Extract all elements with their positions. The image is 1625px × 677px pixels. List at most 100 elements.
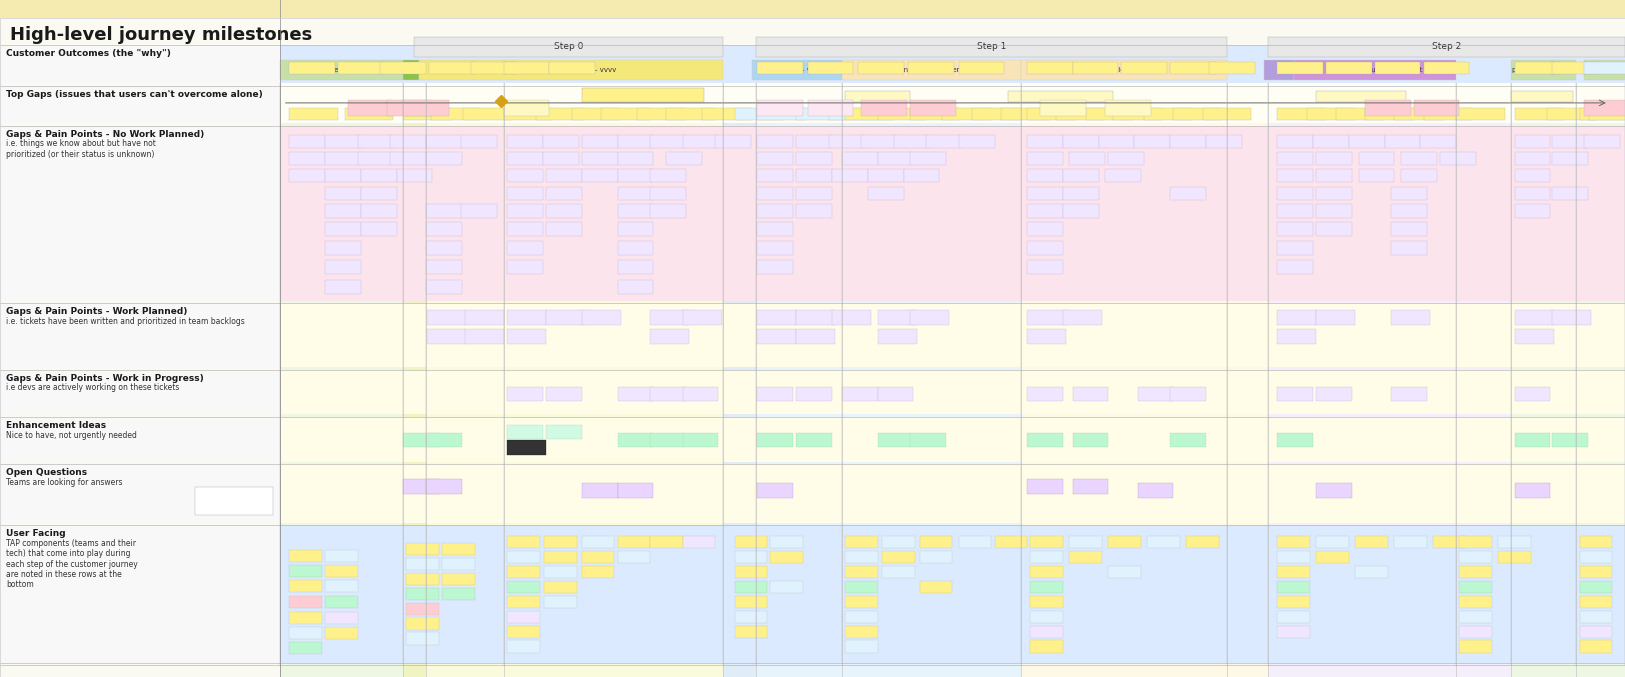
FancyBboxPatch shape [325, 169, 361, 182]
Text: greenfield - cccc per app: greenfield - cccc per app [887, 67, 975, 72]
FancyBboxPatch shape [1547, 108, 1596, 120]
FancyBboxPatch shape [582, 88, 704, 102]
FancyBboxPatch shape [734, 626, 767, 638]
FancyBboxPatch shape [1027, 260, 1063, 274]
FancyBboxPatch shape [426, 135, 461, 148]
FancyBboxPatch shape [549, 62, 595, 74]
FancyBboxPatch shape [904, 169, 939, 182]
FancyBboxPatch shape [757, 152, 793, 165]
FancyBboxPatch shape [1277, 108, 1326, 120]
FancyBboxPatch shape [1027, 187, 1063, 200]
Text: High-level journey milestones: High-level journey milestones [10, 26, 312, 44]
FancyBboxPatch shape [414, 37, 723, 57]
FancyBboxPatch shape [770, 536, 803, 548]
FancyBboxPatch shape [1514, 152, 1550, 165]
FancyBboxPatch shape [504, 108, 552, 120]
FancyBboxPatch shape [829, 135, 864, 148]
FancyBboxPatch shape [920, 551, 952, 563]
Text: platform / security: platform / security [1511, 67, 1576, 72]
Text: Top Gaps (issues that users can't overcome alone): Top Gaps (issues that users can't overco… [6, 90, 263, 99]
FancyBboxPatch shape [325, 596, 358, 608]
FancyBboxPatch shape [0, 0, 1625, 18]
FancyBboxPatch shape [796, 108, 845, 120]
Text: Gaps & Pain Points - Work in Progress): Gaps & Pain Points - Work in Progress) [6, 374, 205, 383]
FancyBboxPatch shape [1459, 551, 1492, 563]
FancyBboxPatch shape [507, 310, 546, 325]
FancyBboxPatch shape [1365, 108, 1414, 120]
FancyBboxPatch shape [1511, 91, 1573, 102]
FancyBboxPatch shape [1277, 387, 1313, 401]
FancyBboxPatch shape [1170, 387, 1206, 401]
FancyBboxPatch shape [618, 222, 653, 236]
FancyBboxPatch shape [0, 303, 280, 367]
FancyBboxPatch shape [1056, 108, 1105, 120]
FancyBboxPatch shape [1030, 536, 1063, 548]
FancyBboxPatch shape [582, 135, 618, 148]
FancyBboxPatch shape [1349, 135, 1384, 148]
FancyBboxPatch shape [361, 169, 396, 182]
FancyBboxPatch shape [1030, 640, 1063, 653]
FancyBboxPatch shape [507, 204, 543, 218]
FancyBboxPatch shape [325, 627, 358, 639]
FancyBboxPatch shape [796, 310, 835, 325]
FancyBboxPatch shape [1316, 222, 1352, 236]
FancyBboxPatch shape [1584, 60, 1625, 80]
FancyBboxPatch shape [442, 573, 474, 585]
FancyBboxPatch shape [1027, 310, 1066, 325]
FancyBboxPatch shape [582, 551, 614, 563]
FancyBboxPatch shape [403, 479, 439, 494]
FancyBboxPatch shape [280, 464, 1625, 523]
FancyBboxPatch shape [582, 536, 614, 548]
FancyBboxPatch shape [426, 222, 461, 236]
FancyBboxPatch shape [618, 483, 653, 498]
FancyBboxPatch shape [618, 260, 653, 274]
FancyBboxPatch shape [910, 152, 946, 165]
FancyBboxPatch shape [1001, 108, 1050, 120]
FancyBboxPatch shape [426, 152, 461, 165]
FancyBboxPatch shape [1063, 310, 1102, 325]
FancyBboxPatch shape [325, 204, 361, 218]
FancyBboxPatch shape [543, 135, 578, 148]
FancyBboxPatch shape [757, 310, 796, 325]
FancyBboxPatch shape [544, 581, 577, 593]
FancyBboxPatch shape [289, 642, 322, 654]
Text: Customer Outcomes (the "why"): Customer Outcomes (the "why") [6, 49, 171, 58]
FancyBboxPatch shape [1277, 596, 1310, 608]
FancyBboxPatch shape [1498, 551, 1531, 563]
FancyBboxPatch shape [845, 536, 878, 548]
FancyBboxPatch shape [1391, 387, 1427, 401]
FancyBboxPatch shape [1027, 433, 1063, 447]
FancyBboxPatch shape [715, 135, 751, 148]
FancyBboxPatch shape [429, 62, 474, 74]
FancyBboxPatch shape [1268, 83, 1456, 677]
FancyBboxPatch shape [1277, 329, 1316, 344]
FancyBboxPatch shape [1030, 596, 1063, 608]
FancyBboxPatch shape [325, 612, 358, 624]
FancyBboxPatch shape [757, 260, 793, 274]
FancyBboxPatch shape [1316, 91, 1406, 102]
FancyBboxPatch shape [1375, 62, 1420, 74]
FancyBboxPatch shape [1391, 222, 1427, 236]
Text: Gaps & Pain Points - Work Planned): Gaps & Pain Points - Work Planned) [6, 307, 188, 316]
FancyBboxPatch shape [723, 83, 756, 677]
FancyBboxPatch shape [507, 152, 543, 165]
FancyBboxPatch shape [1027, 135, 1063, 148]
FancyBboxPatch shape [507, 222, 543, 236]
FancyBboxPatch shape [796, 204, 832, 218]
FancyBboxPatch shape [348, 100, 393, 116]
FancyBboxPatch shape [1514, 204, 1550, 218]
FancyBboxPatch shape [1580, 626, 1612, 638]
FancyBboxPatch shape [1030, 551, 1063, 563]
FancyBboxPatch shape [910, 108, 959, 120]
FancyBboxPatch shape [618, 536, 650, 548]
FancyBboxPatch shape [845, 581, 878, 593]
FancyBboxPatch shape [1365, 100, 1410, 116]
FancyBboxPatch shape [325, 580, 358, 592]
FancyBboxPatch shape [419, 60, 723, 80]
FancyBboxPatch shape [878, 329, 916, 344]
FancyBboxPatch shape [1514, 62, 1560, 74]
FancyBboxPatch shape [390, 135, 426, 148]
FancyBboxPatch shape [1313, 135, 1349, 148]
Text: Setup / onboarding - vvvv: Setup / onboarding - vvvv [526, 67, 616, 72]
FancyBboxPatch shape [390, 152, 426, 165]
